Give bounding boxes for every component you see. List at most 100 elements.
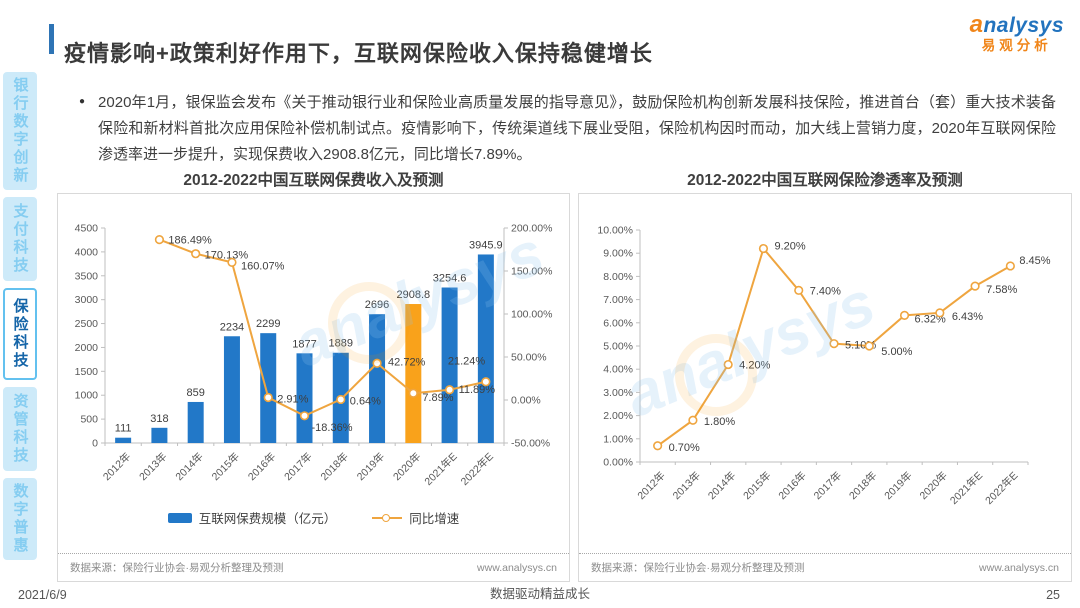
- line-series: 186.49% 170.13%160.07% 2.91% -18.36% 0.64% 42…: [154, 235, 496, 434]
- svg-text:5.00%: 5.00%: [881, 346, 912, 358]
- summary-text: 2020年1月，银保监会发布《关于推动银行业和保险业高质量发展的指导意见》，鼓励…: [98, 94, 1056, 163]
- svg-text:4500: 4500: [75, 223, 99, 235]
- svg-text:2299: 2299: [256, 318, 280, 330]
- svg-text:8.00%: 8.00%: [603, 271, 633, 283]
- axes: 0.00% 1.00% 2.00% 3.00% 4.00% 5.00% 6.00% 7.00%…: [597, 225, 1029, 507]
- svg-text:4000: 4000: [75, 246, 99, 258]
- svg-text:2021年E: 2021年E: [422, 450, 460, 488]
- svg-text:0.70%: 0.70%: [669, 442, 700, 454]
- svg-text:3945.9: 3945.9: [469, 239, 503, 251]
- svg-text:0.00%: 0.00%: [511, 395, 541, 407]
- chart-legend: 互联网保费规模（亿元） 同比增速: [58, 508, 569, 527]
- svg-text:4.20%: 4.20%: [739, 360, 770, 372]
- svg-text:10.00%: 10.00%: [597, 225, 633, 237]
- svg-text:0.64%: 0.64%: [350, 395, 381, 407]
- logo-chinese-name: 易观分析: [981, 38, 1052, 54]
- svg-text:2018年: 2018年: [318, 450, 351, 483]
- svg-text:2014年: 2014年: [705, 469, 738, 502]
- analysys-logo: analysys 易观分析: [970, 12, 1064, 53]
- svg-text:5.00%: 5.00%: [603, 341, 633, 353]
- svg-text:7.58%: 7.58%: [986, 284, 1017, 296]
- svg-text:1500: 1500: [75, 366, 99, 378]
- svg-text:9.20%: 9.20%: [774, 241, 805, 253]
- page-title: 疫情影响+政策利好作用下，互联网保险收入保持稳健增长: [64, 40, 653, 66]
- svg-text:1877: 1877: [292, 338, 316, 350]
- svg-text:0: 0: [92, 438, 98, 450]
- svg-text:2016年: 2016年: [245, 450, 278, 483]
- svg-text:42.72%: 42.72%: [388, 356, 426, 368]
- line-swatch-icon: [372, 513, 403, 522]
- page-number: 25: [1046, 588, 1060, 602]
- svg-text:2015年: 2015年: [740, 469, 773, 502]
- svg-text:111: 111: [115, 423, 132, 435]
- svg-text:318: 318: [150, 413, 168, 425]
- svg-text:500: 500: [80, 414, 98, 426]
- analysys-url[interactable]: www.analysys.cn: [477, 561, 557, 574]
- svg-text:6.00%: 6.00%: [603, 317, 633, 329]
- svg-text:2022年E: 2022年E: [458, 450, 496, 488]
- svg-text:2012年: 2012年: [635, 469, 668, 502]
- svg-text:2017年: 2017年: [281, 450, 314, 483]
- svg-text:11.89%: 11.89%: [459, 384, 496, 396]
- footer-date: 2021/6/9: [18, 588, 67, 602]
- svg-text:186.49%: 186.49%: [168, 235, 212, 247]
- svg-text:3500: 3500: [75, 270, 99, 282]
- sidebar-item-insurance-tech[interactable]: 保险科技: [3, 288, 37, 380]
- left-chart-title: 2012-2022中国互联网保费收入及预测: [183, 172, 444, 189]
- penetration-svg: 0.00% 1.00% 2.00% 3.00% 4.00% 5.00% 6.00% 7.00%…: [597, 225, 1051, 508]
- sidebar: 银行数字创新 支付科技 保险科技 资管科技 数字普惠: [3, 72, 37, 560]
- svg-text:0.00%: 0.00%: [603, 457, 633, 469]
- sidebar-item-bank-digital[interactable]: 银行数字创新: [3, 72, 37, 190]
- data-source: 数据来源：保险行业协会·易观分析整理及预测: [591, 562, 805, 574]
- svg-text:2013年: 2013年: [136, 450, 169, 483]
- svg-text:7.00%: 7.00%: [603, 294, 633, 306]
- svg-text:2019年: 2019年: [882, 469, 915, 502]
- bar-swatch-icon: [167, 512, 192, 523]
- svg-text:1000: 1000: [75, 390, 99, 402]
- svg-text:2234: 2234: [220, 321, 244, 333]
- legend-item-premium: 互联网保费规模（亿元）: [167, 508, 336, 527]
- svg-text:6.43%: 6.43%: [952, 311, 983, 323]
- premium-income-svg: 0 500 1000 1500 2000 2500 3000 3500 4000 4500 -50.…: [75, 223, 553, 489]
- premium-income-chart: 0 500 1000 1500 2000 2500 3000 3500 4000 4500 -50.…: [61, 200, 566, 510]
- logo-wordmark: analysys: [969, 11, 1064, 38]
- svg-text:200.00%: 200.00%: [511, 223, 552, 235]
- line-series: 0.70%1.80%4.20%9.20%7.40%5.10%5.00%6.32%…: [653, 241, 1051, 454]
- svg-text:2016年: 2016年: [776, 469, 809, 502]
- svg-text:2.00%: 2.00%: [603, 410, 633, 422]
- source-row: 数据来源：保险行业协会·易观分析整理及预测 www.analysys.cn: [58, 553, 569, 581]
- sidebar-item-digital-inclusion[interactable]: 数字普惠: [3, 478, 37, 560]
- svg-text:2696: 2696: [365, 299, 389, 311]
- svg-text:2022年E: 2022年E: [982, 469, 1020, 507]
- penetration-panel: 0.00% 1.00% 2.00% 3.00% 4.00% 5.00% 6.00% 7.00%…: [578, 193, 1072, 582]
- svg-text:2014年: 2014年: [173, 450, 206, 483]
- svg-text:2021年E: 2021年E: [947, 469, 985, 507]
- svg-text:2012年: 2012年: [100, 450, 133, 483]
- svg-text:2.91%: 2.91%: [277, 393, 308, 405]
- svg-text:1.80%: 1.80%: [704, 416, 735, 428]
- svg-text:100.00%: 100.00%: [511, 309, 552, 321]
- svg-text:2017年: 2017年: [811, 469, 844, 502]
- svg-text:50.00%: 50.00%: [511, 352, 547, 364]
- right-chart-title: 2012-2022中国互联网保险渗透率及预测: [687, 172, 963, 189]
- logo-a-icon: a: [969, 11, 984, 38]
- sidebar-item-payment-tech[interactable]: 支付科技: [3, 197, 37, 281]
- svg-text:1.00%: 1.00%: [603, 433, 633, 445]
- svg-text:2020年: 2020年: [917, 469, 950, 502]
- footer-motto: 数据驱动精益成长: [489, 587, 590, 601]
- penetration-chart: 0.00% 1.00% 2.00% 3.00% 4.00% 5.00% 6.00% 7.00%…: [582, 200, 1068, 545]
- title-accent-bar: [49, 24, 54, 54]
- svg-text:9.00%: 9.00%: [603, 248, 633, 260]
- svg-text:3000: 3000: [75, 294, 99, 306]
- svg-text:150.00%: 150.00%: [511, 266, 552, 278]
- legend-item-growth: 同比增速: [372, 508, 459, 527]
- svg-text:2908.8: 2908.8: [396, 289, 430, 301]
- analysys-url[interactable]: www.analysys.cn: [979, 561, 1059, 574]
- svg-text:-18.36%: -18.36%: [312, 422, 353, 434]
- sidebar-item-asset-mgmt-tech[interactable]: 资管科技: [3, 387, 37, 471]
- data-source: 数据来源：保险行业协会·易观分析整理及预测: [70, 562, 284, 574]
- bullet-icon: ●: [79, 96, 86, 107]
- svg-text:3254.6: 3254.6: [433, 273, 467, 285]
- svg-text:8.45%: 8.45%: [1019, 255, 1050, 267]
